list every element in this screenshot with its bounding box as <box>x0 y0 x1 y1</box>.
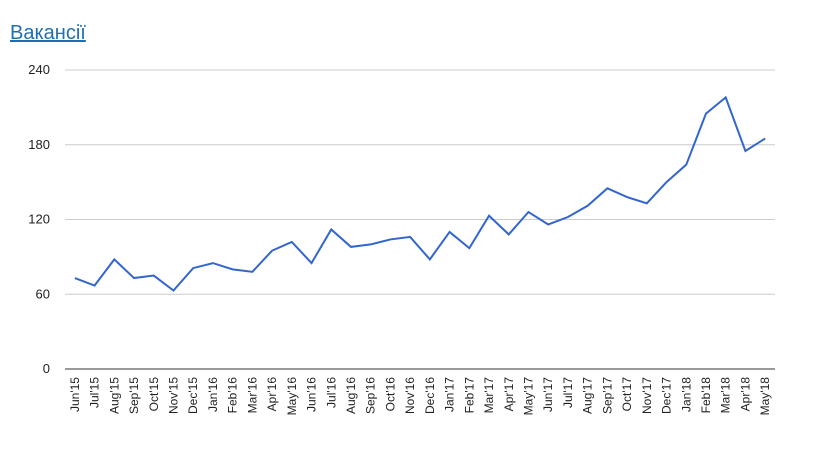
y-tick-label: 120 <box>28 212 50 227</box>
x-tick-label: Jul'16 <box>324 377 338 408</box>
x-tick-label: Jun'17 <box>541 377 555 412</box>
x-tick-label: Mar'18 <box>719 377 733 414</box>
y-tick-label: 60 <box>36 286 50 301</box>
x-tick-label: Sep'16 <box>364 377 378 414</box>
x-tick-label: Nov'17 <box>640 377 654 414</box>
y-tick-label: 0 <box>43 361 50 376</box>
x-tick-label: Sep'15 <box>127 377 141 414</box>
x-tick-label: Oct'17 <box>620 377 634 412</box>
x-tick-label: Sep'17 <box>600 377 614 414</box>
y-tick-label: 240 <box>28 62 50 77</box>
x-tick-label: Apr'18 <box>738 377 752 412</box>
x-tick-label: Jun'15 <box>68 377 82 412</box>
x-tick-label: Mar'16 <box>245 377 259 414</box>
x-tick-label: Jul'15 <box>88 377 102 408</box>
x-tick-label: Jan'17 <box>443 377 457 412</box>
x-tick-label: Jun'16 <box>305 377 319 412</box>
x-tick-label: Aug'16 <box>344 377 358 414</box>
x-tick-label: Dec'16 <box>423 377 437 414</box>
title-link[interactable]: Вакансії <box>10 22 86 44</box>
x-tick-label: Jan'16 <box>206 377 220 412</box>
x-tick-label: Dec'17 <box>660 377 674 414</box>
x-tick-label: Feb'18 <box>699 377 713 414</box>
x-tick-label: Dec'15 <box>186 377 200 414</box>
x-tick-label: Feb'17 <box>462 377 476 414</box>
x-tick-label: Aug'17 <box>581 377 595 414</box>
x-tick-label: Apr'17 <box>502 377 516 412</box>
x-tick-label: Aug'15 <box>107 377 121 414</box>
x-tick-label: Nov'16 <box>403 377 417 414</box>
x-tick-label: Mar'17 <box>482 377 496 414</box>
x-tick-label: Oct'15 <box>147 377 161 412</box>
x-tick-label: Jul'17 <box>561 377 575 408</box>
x-tick-label: May'17 <box>521 377 535 416</box>
x-tick-label: Apr'16 <box>265 377 279 412</box>
x-tick-label: May'16 <box>285 377 299 416</box>
x-tick-label: Feb'16 <box>226 377 240 414</box>
x-tick-label: Oct'16 <box>383 377 397 412</box>
data-line <box>74 95 766 292</box>
y-tick-label: 180 <box>28 137 50 152</box>
x-tick-label: May'18 <box>758 377 772 416</box>
x-tick-label: Nov'15 <box>166 377 180 414</box>
x-tick-label: Jan'18 <box>679 377 693 412</box>
